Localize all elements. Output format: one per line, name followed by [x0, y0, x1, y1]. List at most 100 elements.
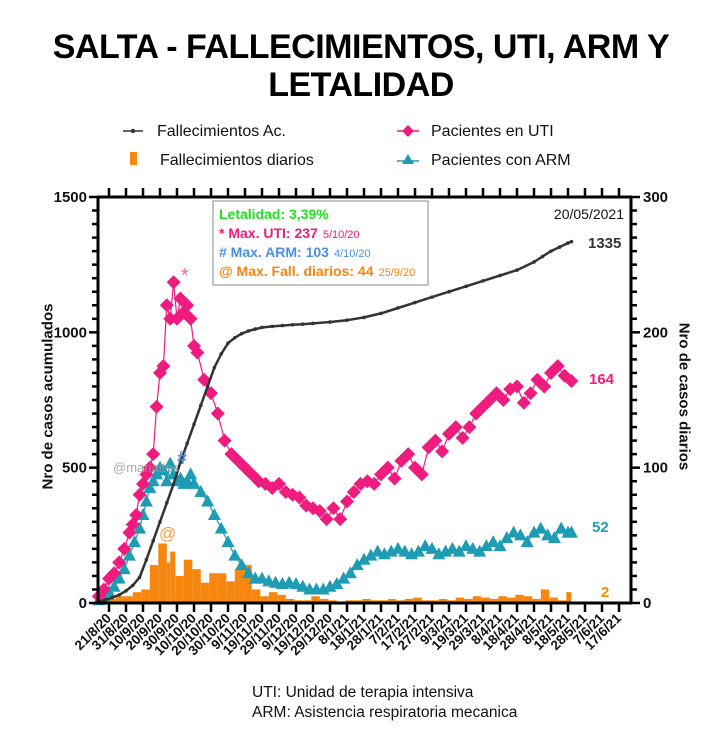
info-letalidad: Letalidad: 3,39%	[219, 206, 329, 222]
legend-label-uti: Pacientes en UTI	[431, 123, 554, 140]
point-arm	[500, 531, 514, 544]
point-cumulative	[328, 320, 332, 324]
point-arm	[122, 548, 136, 561]
bar-daily-deaths	[175, 575, 184, 603]
footnote-arm: ARM: Asistencia respiratoria mecanica	[252, 704, 518, 721]
point-cumulative	[270, 324, 275, 329]
point-uti	[346, 485, 361, 500]
point-uti	[190, 345, 205, 360]
point-arm	[452, 544, 466, 557]
bar-daily-deaths	[566, 592, 572, 603]
line-cumulative	[98, 240, 572, 603]
point-uti	[448, 420, 463, 435]
point-cumulative	[165, 501, 169, 505]
bar-daily-deaths	[234, 569, 244, 603]
point-uti	[367, 476, 382, 491]
point-uti	[428, 433, 443, 448]
legend-label-arm: Pacientes con ARM	[431, 152, 571, 169]
point-arm	[184, 467, 198, 480]
legend-icon-uti	[397, 125, 419, 137]
legend-label-cumulative: Fallecimientos Ac.	[157, 123, 286, 140]
bar-daily-deaths	[170, 551, 176, 603]
bar-daily-deaths	[217, 573, 227, 603]
point-arm	[459, 539, 473, 552]
point-uti	[96, 582, 111, 597]
bar-daily-deaths	[192, 569, 201, 603]
point-cumulative	[233, 335, 237, 340]
point-uti	[550, 359, 565, 374]
point-arm	[479, 539, 493, 552]
point-uti	[401, 447, 416, 462]
legend-icon-arm	[397, 154, 419, 164]
point-cumulative	[498, 273, 502, 278]
point-arm	[486, 535, 500, 548]
point-cumulative	[137, 575, 142, 580]
point-arm	[201, 494, 215, 507]
point-cumulative	[280, 323, 285, 328]
bar-daily-deaths	[311, 596, 320, 603]
point-uti	[312, 503, 327, 518]
point-cumulative	[212, 365, 217, 370]
point-cumulative	[131, 583, 135, 588]
marker-max-uti: *	[181, 265, 189, 287]
end-label-daily: 2	[601, 584, 609, 601]
point-cumulative	[192, 422, 196, 427]
point-cumulative	[569, 239, 574, 244]
point-uti	[107, 566, 122, 581]
point-cumulative	[362, 315, 366, 320]
point-uti	[292, 490, 307, 505]
bar-daily-deaths	[362, 598, 371, 603]
chart-title-line1: SALTA - FALLECIMIENTOS, UTI, ARM Y	[52, 28, 670, 66]
bar-daily-deaths	[404, 598, 414, 603]
point-arm	[160, 474, 174, 487]
point-arm	[507, 525, 521, 538]
point-arm	[107, 579, 121, 592]
point-arm	[473, 544, 487, 557]
info-max-arm-date: 4/10/20	[334, 248, 371, 260]
bar-daily-deaths	[464, 598, 473, 603]
bar-daily-deaths	[166, 562, 171, 603]
point-uti	[319, 512, 334, 527]
info-max-uti: * Max. UTI: 237 5/10/20	[219, 225, 360, 241]
point-cumulative	[185, 441, 189, 446]
point-cumulative	[413, 300, 417, 305]
point-cumulative	[239, 331, 244, 336]
y-left-tick-label: 500	[62, 460, 87, 477]
point-uti	[180, 298, 195, 313]
bar-daily-deaths	[319, 598, 329, 603]
point-arm	[133, 521, 147, 534]
point-arm	[207, 508, 221, 521]
point-cumulative	[253, 327, 257, 331]
point-arm	[513, 528, 527, 541]
point-uti	[149, 399, 164, 414]
point-arm	[163, 456, 177, 469]
point-uti	[112, 555, 127, 570]
info-max-uti-label: * Max. UTI: 237	[219, 225, 318, 241]
point-uti	[272, 476, 286, 491]
point-cumulative	[396, 306, 400, 310]
point-cumulative	[549, 249, 553, 253]
point-arm	[150, 467, 164, 480]
y-right-tick-label: 100	[643, 460, 668, 477]
point-cumulative	[178, 460, 183, 465]
legend-icon-cumulative	[123, 128, 143, 134]
point-cumulative	[124, 589, 128, 593]
bar-daily-deaths	[251, 589, 261, 603]
point-arm	[255, 571, 269, 584]
end-label-uti: 164	[589, 371, 615, 388]
bar-daily-deaths	[183, 559, 193, 603]
bar-daily-deaths	[438, 598, 448, 603]
point-cumulative	[144, 557, 149, 562]
point-cumulative	[481, 279, 485, 283]
point-arm	[143, 480, 157, 493]
point-arm	[411, 544, 425, 557]
point-arm	[156, 463, 170, 476]
bar-daily-deaths	[209, 573, 218, 603]
bar-daily-deaths	[200, 582, 210, 603]
y-right-tick-label: 0	[643, 595, 651, 612]
bar-daily-deaths	[506, 597, 516, 603]
point-cumulative	[566, 241, 570, 245]
bar-daily-deaths	[472, 596, 482, 603]
point-cumulative	[246, 329, 251, 333]
point-uti	[129, 508, 144, 523]
